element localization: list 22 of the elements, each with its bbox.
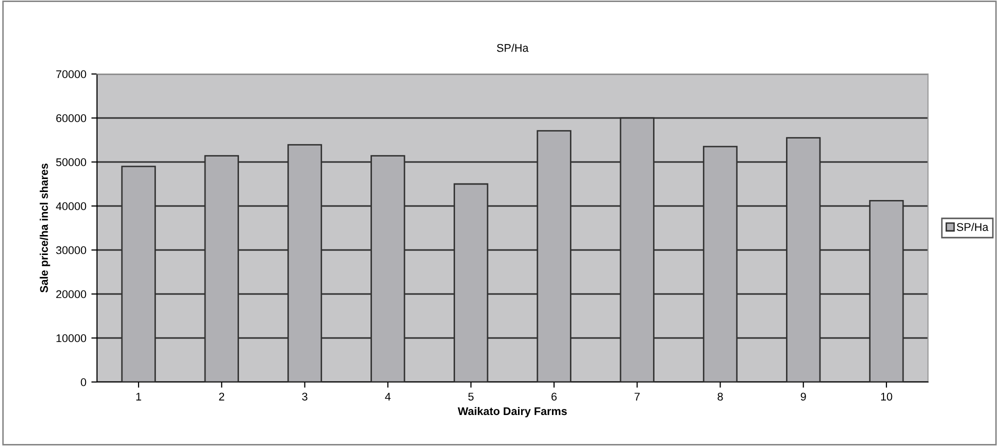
chart-title: SP/Ha (496, 44, 529, 52)
y-tick-label: 70000 (56, 70, 86, 78)
y-tick-label: 20000 (56, 290, 86, 298)
y-tick-label: 50000 (56, 158, 86, 166)
x-tick-label: 2 (219, 392, 224, 400)
x-axis-title: Waikato Dairy Farms (458, 406, 567, 418)
x-tick-label: 5 (468, 392, 474, 401)
legend-label: SP/Ha (956, 222, 988, 231)
y-tick-label: 0 (80, 378, 86, 386)
x-tick-label: 6 (552, 392, 557, 401)
y-tick-label: 30000 (56, 246, 86, 254)
y-tick-label: 10000 (56, 334, 86, 342)
x-tick-label: 8 (718, 392, 723, 401)
y-axis-title: Sale price/ha incl shares (40, 164, 50, 293)
x-tick-label: 7 (634, 392, 640, 400)
y-tick-label: 60000 (56, 114, 86, 122)
x-tick-label: 10 (881, 392, 892, 401)
x-tick-label: 3 (302, 392, 308, 401)
x-tick-label: 9 (800, 392, 806, 401)
y-tick-label: 40000 (56, 202, 86, 210)
x-tick-label: 4 (385, 392, 391, 400)
x-tick-label: 1 (136, 392, 142, 400)
